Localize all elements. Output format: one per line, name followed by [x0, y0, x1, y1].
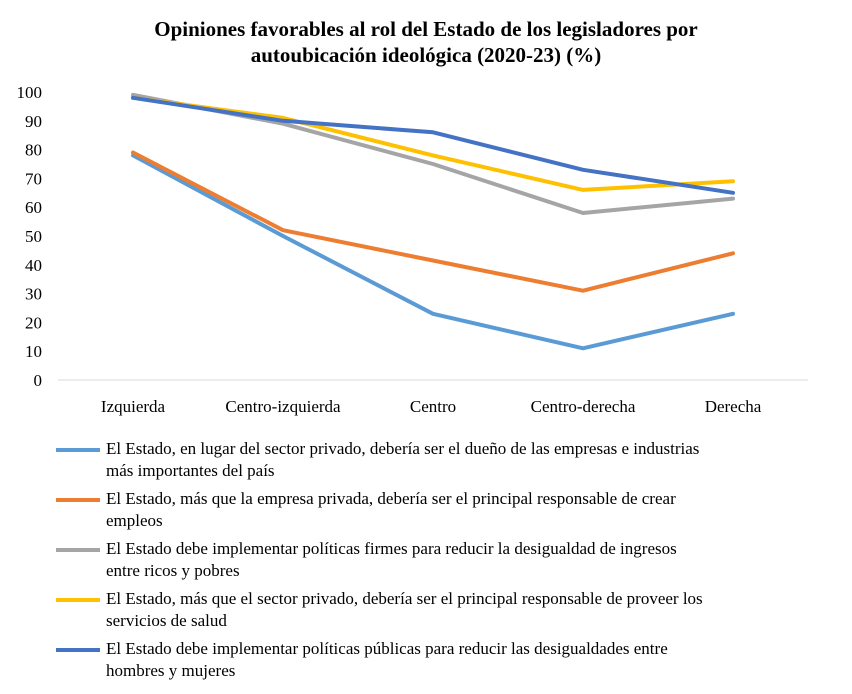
legend-label-line: más importantes del país [106, 461, 275, 480]
chart-title-line-2: autoubicación ideológica (2020-23) (%) [250, 43, 602, 67]
y-tick-label: 50 [25, 227, 42, 246]
y-tick-label: 90 [25, 112, 42, 131]
y-tick-label: 80 [25, 141, 42, 160]
legend-label-line: El Estado, más que el sector privado, de… [106, 589, 703, 608]
legend-item: El Estado, en lugar del sector privado, … [50, 438, 840, 482]
chart-legend: El Estado, en lugar del sector privado, … [50, 438, 840, 688]
y-tick-label: 10 [25, 342, 42, 361]
legend-item: El Estado debe implementar políticas púb… [50, 638, 840, 682]
legend-item: El Estado, más que la empresa privada, d… [50, 488, 840, 532]
line-chart: 0 10 20 30 40 50 60 70 80 90 100 Izquierda Centro-iz… [17, 83, 808, 416]
legend-swatch [56, 498, 100, 502]
series-line-5 [131, 95, 735, 195]
legend-label-line: hombres y mujeres [106, 661, 236, 680]
chart-title: Opiniones favorables al rol del Estado d… [0, 16, 852, 68]
x-tick-label: Centro-derecha [531, 397, 636, 416]
y-tick-label: 0 [34, 371, 43, 390]
legend-label-line: entre ricos y pobres [106, 561, 240, 580]
x-tick-label: Izquierda [101, 397, 166, 416]
series-line-2 [131, 150, 735, 293]
y-tick-label: 30 [25, 285, 42, 304]
chart-title-line-1: Opiniones favorables al rol del Estado d… [154, 17, 698, 41]
x-tick-label: Centro [410, 397, 456, 416]
legend-item: El Estado debe implementar políticas fir… [50, 538, 840, 582]
y-tick-label: 60 [25, 198, 42, 217]
legend-swatch [56, 448, 100, 452]
x-tick-label: Centro-izquierda [225, 397, 341, 416]
legend-label-line: empleos [106, 511, 163, 530]
legend-label-line: El Estado debe implementar políticas púb… [106, 639, 668, 658]
legend-label-line: El Estado, en lugar del sector privado, … [106, 439, 700, 458]
y-tick-label: 20 [25, 313, 42, 332]
legend-swatch [56, 548, 100, 552]
legend-swatch [56, 598, 100, 602]
legend-swatch [56, 648, 100, 652]
y-tick-label: 100 [17, 83, 43, 102]
y-tick-label: 70 [25, 169, 42, 188]
x-tick-label: Derecha [705, 397, 762, 416]
legend-item: El Estado, más que el sector privado, de… [50, 588, 840, 632]
y-tick-label: 40 [25, 256, 42, 275]
legend-label-line: El Estado, más que la empresa privada, d… [106, 489, 676, 508]
legend-label-line: El Estado debe implementar políticas fir… [106, 539, 677, 558]
series-line-1 [131, 153, 735, 351]
legend-label-line: servicios de salud [106, 611, 227, 630]
